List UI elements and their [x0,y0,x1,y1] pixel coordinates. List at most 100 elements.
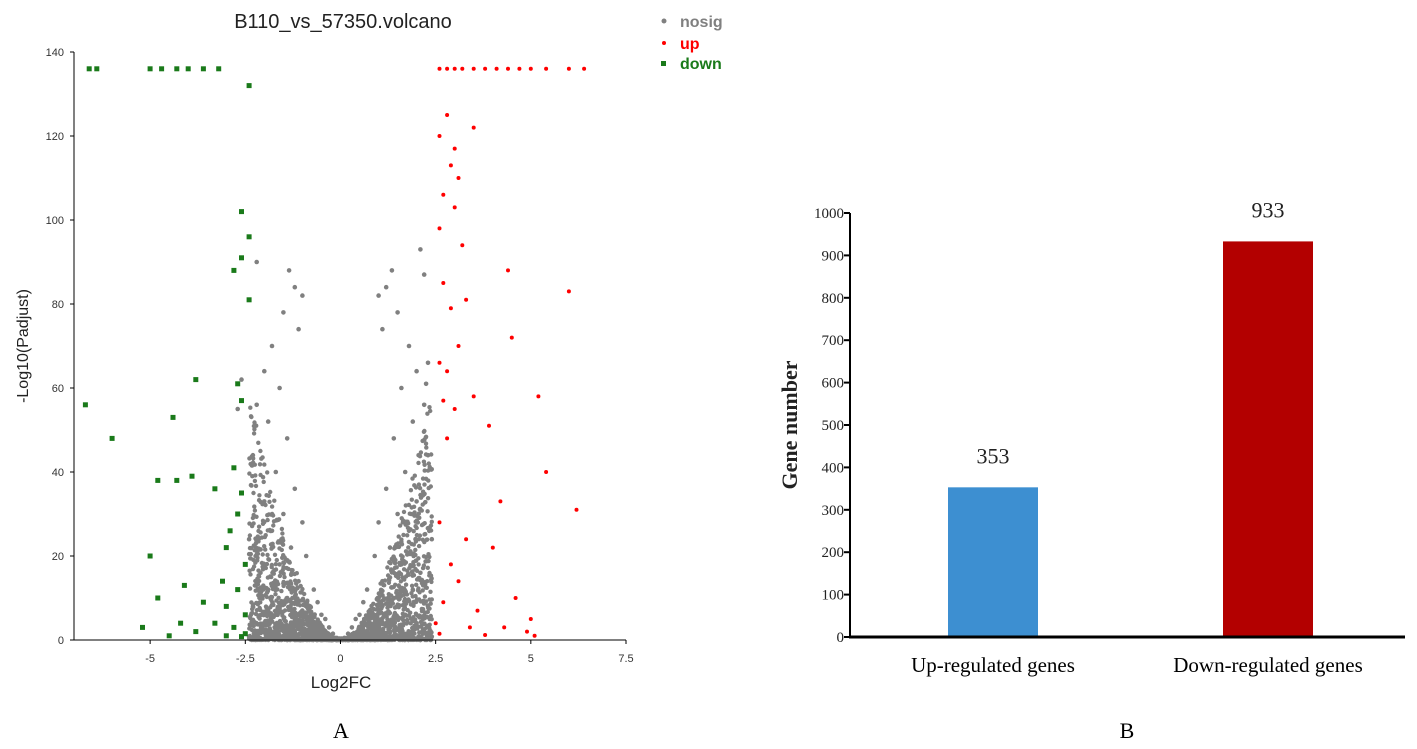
nosig-point [429,519,434,524]
x-tick-label: 7.5 [618,653,633,665]
nosig-point [370,610,375,615]
nosig-point [406,633,412,639]
bar-chart: 0 100 200 300 400 500 600 700 800 900 1000 353 Up-r… [777,197,1405,743]
nosig-point [277,385,282,391]
nosig-point [276,595,281,600]
up-point [448,163,453,168]
nosig-point [345,631,351,636]
down-point [147,66,153,72]
nosig-point [422,582,428,587]
nosig-point [425,623,430,628]
bar-y-tick-label: 700 [822,333,845,349]
nosig-point [425,565,430,570]
nosig-point [265,587,271,592]
nosig-point [288,545,294,550]
nosig-point [288,579,293,584]
nosig-point [277,633,282,638]
nosig-point [251,564,257,569]
nosig-point [389,268,395,273]
nosig-point [395,310,400,315]
down-point [174,66,180,72]
nosig-point [258,448,263,454]
nosig-point [396,534,401,539]
nosig-point [270,586,275,592]
nosig-point [414,368,419,374]
up-point [490,545,495,550]
nosig-point [416,556,421,561]
bar-down-regulated [1223,241,1313,637]
nosig-point [289,571,294,576]
nosig-point [402,469,408,475]
up-point [494,66,499,71]
nosig-point [266,493,271,498]
x-tick-label: 2.5 [428,653,443,665]
down-point [86,66,92,72]
nosig-point [251,512,256,518]
up-point [456,344,461,348]
nosig-point [413,552,418,558]
nosig-point [273,621,278,627]
nosig-point [272,498,277,503]
nosig-point [304,604,309,609]
nosig-point [249,611,254,616]
nosig-point [386,592,391,597]
nosig-point [412,483,417,488]
nosig-point [423,531,428,537]
nosig-point [426,478,431,483]
up-point [574,507,579,512]
nosig-point [255,602,261,607]
nosig-point [361,633,366,639]
nosig-point [395,511,400,517]
nosig-point [406,502,412,508]
nosig-point [277,604,282,609]
nosig-point [247,626,252,631]
nosig-point [265,517,270,523]
up-point [532,633,537,638]
nosig-point [416,562,421,567]
down-point [231,465,237,471]
down-point [242,631,248,637]
nosig-point [397,570,402,575]
nosig-point [422,482,427,487]
volcano-legend: nosig up down [661,14,723,73]
nosig-point [271,519,277,524]
up-point [448,562,453,567]
nosig-point [413,536,418,542]
nosig-point [267,620,272,626]
nosig-point [424,537,430,542]
nosig-point [391,595,397,601]
nosig-point [302,621,307,627]
up-point [525,629,529,634]
nosig-point [408,621,413,626]
up-point [502,625,507,630]
nosig-point [321,628,327,633]
bar-y-tick-label: 900 [822,248,845,264]
nosig-point [263,593,268,598]
nosig-point [262,462,267,467]
down-point [170,414,176,420]
nosig-point [235,406,240,412]
nosig-point [379,598,384,604]
nosig-point [247,533,253,538]
nosig-series [235,234,435,641]
down-point [174,477,180,483]
nosig-point [426,552,431,557]
nosig-point [349,625,355,630]
nosig-point [408,602,414,607]
nosig-point [375,602,380,607]
nosig-point [281,560,286,565]
nosig-point [269,528,275,534]
bar-y-tick-label: 500 [822,418,845,434]
nosig-point [268,605,273,610]
down-point [159,66,165,72]
nosig-point [279,547,284,553]
nosig-point [410,625,415,631]
up-point [437,520,442,525]
nosig-point [300,618,305,624]
nosig-point [415,520,421,525]
nosig-point [402,637,408,642]
nosig-point [269,633,275,639]
nosig-point [416,537,422,542]
up-point [513,596,518,600]
down-point [239,634,244,640]
